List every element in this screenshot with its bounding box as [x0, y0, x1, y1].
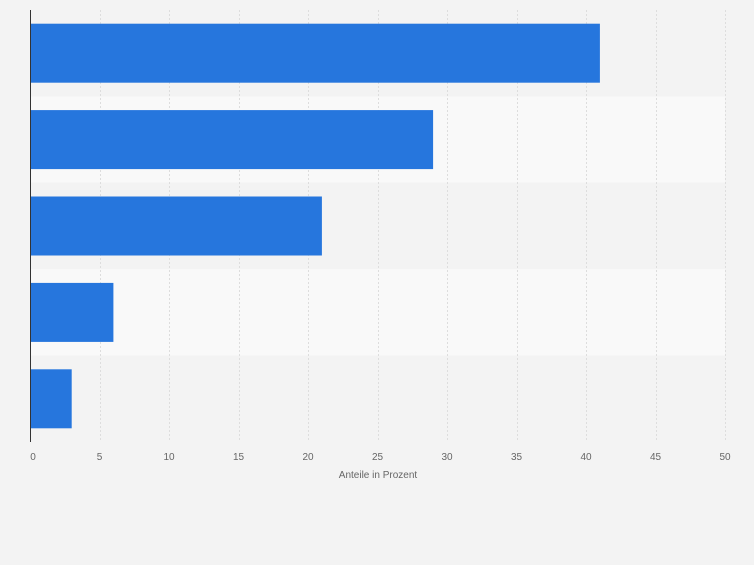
- bar: [30, 23, 600, 83]
- x-tick-label: 5: [97, 452, 103, 463]
- bars: [30, 23, 600, 429]
- x-tick-label: 30: [441, 452, 453, 463]
- bar: [30, 110, 434, 170]
- x-tick-label: 35: [511, 452, 523, 463]
- x-tick-label: 0: [30, 452, 36, 463]
- x-tick-labels: 0 5 10 15 20 25 30 35 40 45 50: [30, 452, 731, 463]
- bar: [30, 369, 72, 429]
- bar: [30, 196, 322, 256]
- x-tick-label: 40: [580, 452, 592, 463]
- x-tick-label: 15: [233, 452, 245, 463]
- x-tick-label: 25: [372, 452, 384, 463]
- x-tick-label: 10: [163, 452, 175, 463]
- row-band: [30, 355, 725, 442]
- row-band: [30, 269, 725, 356]
- bar: [30, 282, 114, 342]
- x-tick-label: 45: [650, 452, 662, 463]
- x-tick-label: 20: [302, 452, 314, 463]
- x-axis-label: Anteile in Prozent: [339, 470, 418, 481]
- x-tick-label: 50: [719, 452, 731, 463]
